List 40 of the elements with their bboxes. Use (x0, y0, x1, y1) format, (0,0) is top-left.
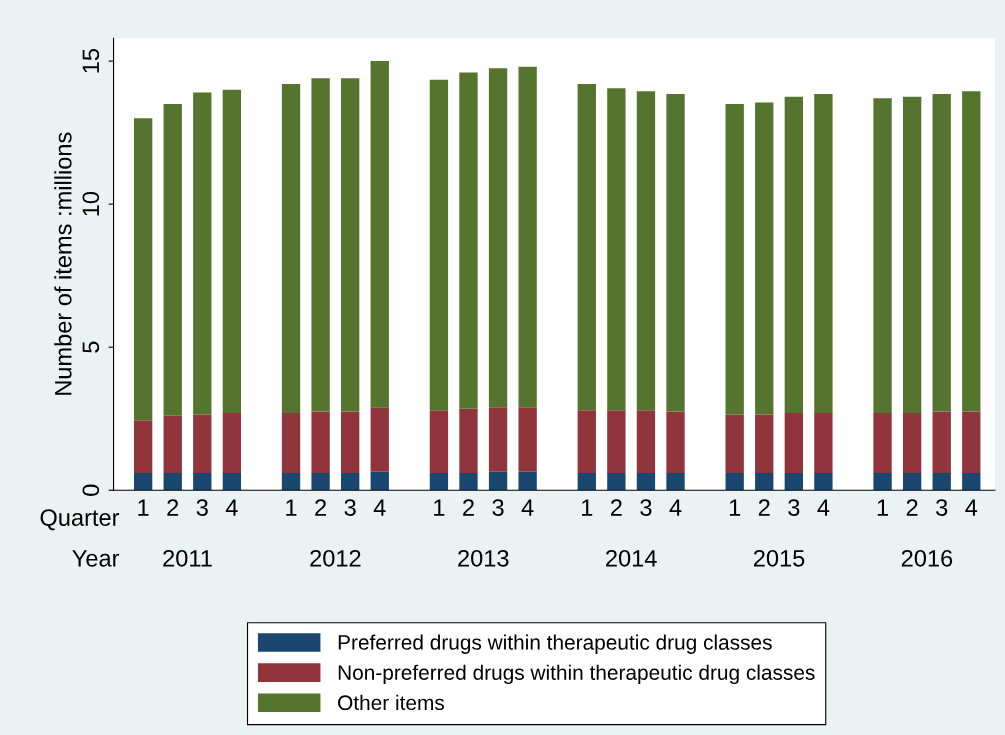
x-tick-label: 2 (463, 499, 474, 516)
legend-label: Non-preferred drugs within therapeutic drug classes (338, 664, 815, 685)
y-tick-label: 5 (82, 341, 100, 353)
x-tick-label: 1 (729, 499, 741, 516)
x-tick-label: 1 (434, 499, 445, 516)
y-tick-label: 0 (82, 484, 100, 496)
x-tick-label: 1 (286, 499, 297, 516)
text: Year (72, 550, 120, 567)
text: 2014 (606, 549, 657, 567)
x-tick-label: 4 (817, 499, 830, 516)
x-tick-label: 4 (669, 499, 682, 516)
x-tick-label: 4 (521, 499, 534, 516)
x-tick-label: 2 (758, 499, 770, 516)
legend-label: Preferred drugs within therapeutic drug classes (338, 634, 772, 654)
x-tick-label: 1 (877, 499, 888, 516)
x-tick-label: 3 (936, 499, 948, 516)
x-tick-label: 2 (906, 499, 918, 516)
x-tick-label: 4 (373, 499, 386, 516)
x-tick-label: 3 (492, 499, 504, 516)
x-tick-label: 2 (315, 499, 326, 516)
legend-label: Other items (338, 694, 445, 711)
x-tick-label: 4 (965, 499, 978, 516)
text: 2013 (458, 549, 509, 567)
y-axis-title: Number of items :millions (54, 132, 72, 395)
text: 2016 (901, 549, 953, 567)
x-tick-label: 2 (610, 499, 622, 516)
text: 2012 (310, 549, 361, 567)
x-tick-label: 3 (344, 499, 356, 516)
text: 2011 (163, 549, 212, 567)
x-tick-label: 1 (582, 499, 593, 516)
x-tick-label: 3 (640, 499, 652, 516)
x-tick-label: 1 (138, 499, 149, 516)
x-tick-label: 2 (167, 499, 179, 516)
text: Quarter (40, 509, 120, 531)
y-tick-label: 10 (82, 191, 100, 216)
text: 2015 (753, 549, 805, 567)
x-tick-label: 3 (196, 499, 208, 516)
x-tick-label: 4 (225, 499, 238, 516)
y-tick-label: 15 (82, 48, 100, 73)
x-tick-label: 3 (788, 499, 800, 516)
